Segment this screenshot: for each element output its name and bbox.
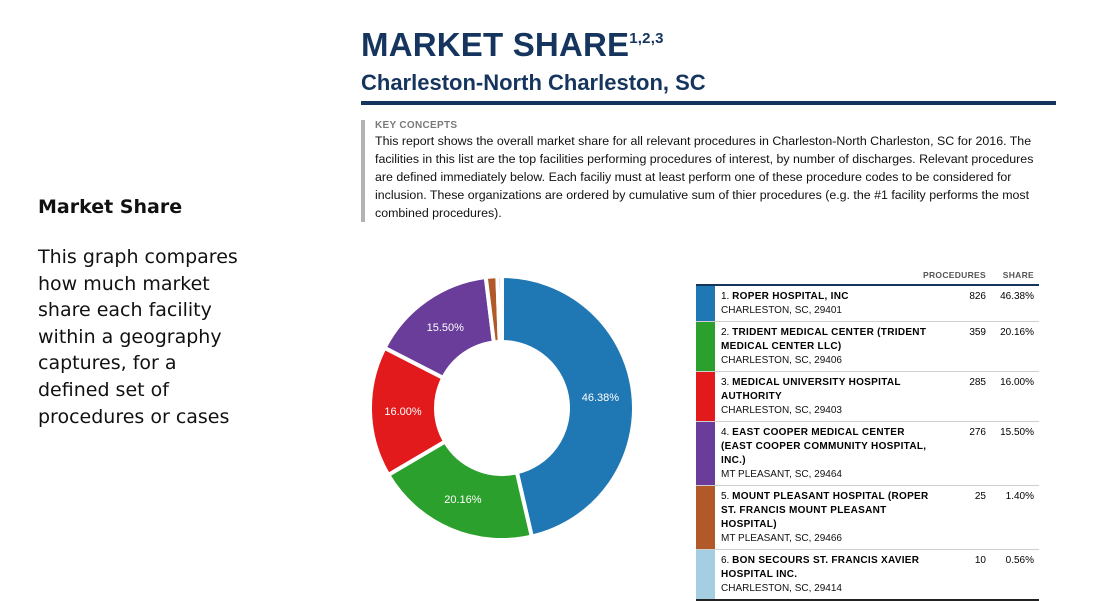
facility-rank: 3. <box>721 377 733 388</box>
facility-name-text: MEDICAL UNIVERSITY HOSPITAL AUTHORITY <box>721 377 901 402</box>
procedures-value: 25 <box>974 491 986 502</box>
key-concepts: KEY CONCEPTS This report shows the overa… <box>361 120 1045 222</box>
facility-cell: 3. MEDICAL UNIVERSITY HOSPITAL AUTHORITY… <box>715 372 942 421</box>
facility-rank: 4. <box>721 427 733 438</box>
donut-slice <box>495 273 504 345</box>
legend-swatch <box>696 322 715 371</box>
header-rule <box>361 101 1056 105</box>
donut-slice-label: 46.38% <box>582 392 620 404</box>
procedures-value: 276 <box>969 427 986 438</box>
share-value: 46.38% <box>1000 291 1034 302</box>
facility-name-text: ROPER HOSPITAL, INC <box>732 291 849 302</box>
facility-name: 5. MOUNT PLEASANT HOSPITAL (ROPER ST. FR… <box>721 490 938 532</box>
procedures-value: 10 <box>974 555 986 566</box>
facility-name: 1. ROPER HOSPITAL, INC <box>721 290 938 304</box>
legend-swatch <box>696 422 715 485</box>
facility-rank: 2. <box>721 327 733 338</box>
left-panel-title: Market Share <box>38 196 183 218</box>
share-value: 1.40% <box>1005 491 1034 502</box>
facility-address: CHARLESTON, SC, 29401 <box>721 305 842 316</box>
facility-rank: 6. <box>721 555 733 566</box>
title-footnote-refs: 1,2,3 <box>629 30 664 47</box>
market-share-donut-chart: 46.38% 20.16% 16.00% 15.50% <box>368 273 636 542</box>
procedures-value: 285 <box>969 377 986 388</box>
legend-swatch <box>696 486 715 549</box>
report-header: MARKET SHARE1,2,3 Charleston-North Charl… <box>361 26 1056 105</box>
table-body: 1. ROPER HOSPITAL, INC CHARLESTON, SC, 29… <box>696 286 1039 601</box>
facility-address: CHARLESTON, SC, 29406 <box>721 355 842 366</box>
facility-name-text: MOUNT PLEASANT HOSPITAL (ROPER ST. FRANC… <box>721 491 929 530</box>
donut-slice-label: 20.16% <box>444 494 482 506</box>
left-panel-description: This graph compares how much market shar… <box>38 246 238 428</box>
facility-address: MT PLEASANT, SC, 29464 <box>721 469 842 480</box>
donut-slice-label: 16.00% <box>384 406 422 418</box>
facility-cell: 6. BON SECOURS ST. FRANCIS XAVIER HOSPIT… <box>715 550 942 599</box>
legend-swatch <box>696 286 715 321</box>
share-value: 15.50% <box>1000 427 1034 438</box>
facility-cell: 2. TRIDENT MEDICAL CENTER (TRIDENT MEDIC… <box>715 322 942 371</box>
table-row: 6. BON SECOURS ST. FRANCIS XAVIER HOSPIT… <box>696 550 1039 601</box>
legend-swatch <box>696 372 715 421</box>
donut-slice <box>500 273 636 539</box>
facility-name-text: TRIDENT MEDICAL CENTER (TRIDENT MEDICAL … <box>721 327 927 352</box>
left-panel: Market Share This graph compares how muc… <box>38 196 238 430</box>
facility-address: CHARLESTON, SC, 29403 <box>721 405 842 416</box>
page-subtitle: Charleston-North Charleston, SC <box>361 70 706 95</box>
facility-cell: 1. ROPER HOSPITAL, INC CHARLESTON, SC, 29… <box>715 286 942 321</box>
facility-name-text: BON SECOURS ST. FRANCIS XAVIER HOSPITAL … <box>721 555 920 580</box>
donut-slice-label: 15.50% <box>427 322 465 334</box>
table-header: PROCEDURES SHARE <box>696 268 1039 286</box>
facility-name: 6. BON SECOURS ST. FRANCIS XAVIER HOSPIT… <box>721 554 938 582</box>
facility-name: 4. EAST COOPER MEDICAL CENTER (EAST COOP… <box>721 426 938 468</box>
page-title-text: MARKET SHARE <box>361 26 630 63</box>
share-value: 0.56% <box>1005 555 1034 566</box>
share-value: 16.00% <box>1000 377 1034 388</box>
page-title: MARKET SHARE1,2,3 <box>361 26 1056 64</box>
table-row: 5. MOUNT PLEASANT HOSPITAL (ROPER ST. FR… <box>696 486 1039 550</box>
facility-cell: 4. EAST COOPER MEDICAL CENTER (EAST COOP… <box>715 422 942 485</box>
procedures-value: 359 <box>969 327 986 338</box>
table-row: 1. ROPER HOSPITAL, INC CHARLESTON, SC, 29… <box>696 286 1039 322</box>
donut-slice <box>385 438 535 542</box>
facility-name: 2. TRIDENT MEDICAL CENTER (TRIDENT MEDIC… <box>721 326 938 354</box>
column-header-share: SHARE <box>1002 270 1034 280</box>
facility-address: CHARLESTON, SC, 29414 <box>721 583 842 594</box>
table-row: 2. TRIDENT MEDICAL CENTER (TRIDENT MEDIC… <box>696 322 1039 372</box>
facility-rank: 1. <box>721 291 733 302</box>
facility-table: PROCEDURES SHARE 1. ROPER HOSPITAL, INC C… <box>696 268 1039 601</box>
table-row: 4. EAST COOPER MEDICAL CENTER (EAST COOP… <box>696 422 1039 486</box>
facility-rank: 5. <box>721 491 733 502</box>
share-value: 20.16% <box>1000 327 1034 338</box>
legend-swatch <box>696 550 715 599</box>
facility-cell: 5. MOUNT PLEASANT HOSPITAL (ROPER ST. FR… <box>715 486 942 549</box>
facility-address: MT PLEASANT, SC, 29466 <box>721 533 842 544</box>
key-concepts-label: KEY CONCEPTS <box>375 120 458 131</box>
procedures-value: 826 <box>969 291 986 302</box>
facility-name: 3. MEDICAL UNIVERSITY HOSPITAL AUTHORITY <box>721 376 938 404</box>
column-header-procedures: PROCEDURES <box>923 270 986 280</box>
key-concepts-text: This report shows the overall market sha… <box>375 134 1034 220</box>
facility-name-text: EAST COOPER MEDICAL CENTER (EAST COOPER … <box>721 427 927 466</box>
table-row: 3. MEDICAL UNIVERSITY HOSPITAL AUTHORITY… <box>696 372 1039 422</box>
